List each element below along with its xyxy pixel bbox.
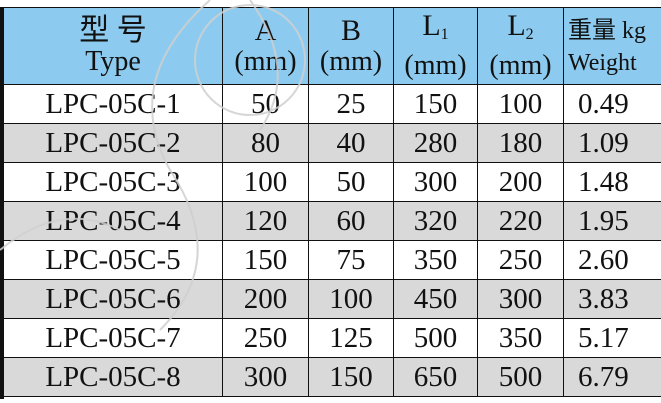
cell-b: 75 — [308, 240, 394, 280]
cell-type: LPC-05C-2 — [3, 123, 223, 163]
table-row: LPC-05C-2 80 40 280 180 1.09 — [3, 123, 661, 163]
cell-l2: 300 — [477, 279, 564, 319]
cell-b: 40 — [308, 123, 394, 163]
header-b-unit: (mm) — [319, 45, 383, 77]
table-row: LPC-05C-5 150 75 350 250 2.60 — [3, 240, 661, 280]
header-l2-sub: 2 — [525, 26, 534, 43]
header-l1-label: L — [422, 9, 441, 42]
cell-l2: 200 — [477, 162, 564, 202]
cell-weight: 2.60 — [563, 240, 661, 280]
cell-l2: 100 — [477, 84, 564, 124]
table-left-border — [0, 7, 4, 399]
cell-l1: 650 — [393, 357, 478, 397]
cell-type: LPC-05C-3 — [3, 162, 223, 202]
cell-weight: 3.83 — [563, 279, 661, 319]
header-row: 型 号 Type A (mm) B (mm) L1 (mm) L2 (mm) 重量 kg W… — [3, 7, 661, 85]
cell-b: 150 — [308, 357, 394, 397]
cell-l1: 300 — [393, 162, 478, 202]
cell-l2: 500 — [477, 357, 564, 397]
cell-l1: 350 — [393, 240, 478, 280]
table-row: LPC-05C-1 50 25 150 100 0.49 — [3, 84, 661, 124]
cell-a: 300 — [222, 357, 309, 397]
cell-b: 125 — [308, 318, 394, 358]
cell-l2: 250 — [477, 240, 564, 280]
cell-weight: 1.48 — [563, 162, 661, 202]
cell-b: 100 — [308, 279, 394, 319]
header-b-label: B — [340, 13, 361, 47]
header-weight-en: Weight — [568, 50, 637, 76]
cell-type: LPC-05C-1 — [3, 84, 223, 124]
table-row: LPC-05C-3 100 50 300 200 1.48 — [3, 162, 661, 202]
cell-weight: 1.09 — [563, 123, 661, 163]
table-row: LPC-05C-6 200 100 450 300 3.83 — [3, 279, 661, 319]
header-l1-unit: (mm) — [404, 50, 467, 81]
cell-weight: 6.79 — [563, 357, 661, 397]
cell-a: 80 — [222, 123, 309, 163]
header-type: 型 号 Type — [3, 7, 223, 85]
cell-b: 60 — [308, 201, 394, 241]
header-b: B (mm) — [308, 7, 394, 85]
header-l2-label: L — [507, 9, 526, 42]
header-l1: L1 (mm) — [393, 7, 478, 85]
cell-weight: 0.49 — [563, 84, 661, 124]
header-weight: 重量 kg Weight — [563, 7, 661, 85]
header-l2-unit: (mm) — [489, 50, 552, 81]
cell-a: 100 — [222, 162, 309, 202]
spec-table: 型 号 Type A (mm) B (mm) L1 (mm) L2 (mm) 重量 kg W… — [3, 7, 661, 397]
cell-type: LPC-05C-7 — [3, 318, 223, 358]
cell-a: 120 — [222, 201, 309, 241]
cell-l1: 450 — [393, 279, 478, 319]
cell-l1: 320 — [393, 201, 478, 241]
cell-type: LPC-05C-6 — [3, 279, 223, 319]
cell-a: 150 — [222, 240, 309, 280]
table-row: LPC-05C-7 250 125 500 350 5.17 — [3, 318, 661, 358]
table-row: LPC-05C-4 120 60 320 220 1.95 — [3, 201, 661, 241]
cell-a: 50 — [222, 84, 309, 124]
header-type-en: Type — [85, 45, 141, 77]
header-l2: L2 (mm) — [477, 7, 564, 85]
cell-a: 200 — [222, 279, 309, 319]
cell-weight: 5.17 — [563, 318, 661, 358]
cell-a: 250 — [222, 318, 309, 358]
cell-l1: 280 — [393, 123, 478, 163]
cell-type: LPC-05C-4 — [3, 201, 223, 241]
cell-b: 25 — [308, 84, 394, 124]
table-row: LPC-05C-8 300 150 650 500 6.79 — [3, 357, 661, 397]
cell-weight: 1.95 — [563, 201, 661, 241]
header-weight-zh: 重量 kg — [568, 18, 646, 44]
cell-l1: 500 — [393, 318, 478, 358]
cell-type: LPC-05C-5 — [3, 240, 223, 280]
cell-l2: 180 — [477, 123, 564, 163]
cell-type: LPC-05C-8 — [3, 357, 223, 397]
cell-l2: 350 — [477, 318, 564, 358]
header-a-label: A — [254, 13, 277, 47]
header-l1-sub: 1 — [440, 26, 449, 43]
cell-b: 50 — [308, 162, 394, 202]
cell-l2: 220 — [477, 201, 564, 241]
cell-l1: 150 — [393, 84, 478, 124]
header-a: A (mm) — [222, 7, 309, 85]
header-a-unit: (mm) — [234, 45, 297, 77]
header-type-zh: 型 号 — [79, 13, 147, 47]
